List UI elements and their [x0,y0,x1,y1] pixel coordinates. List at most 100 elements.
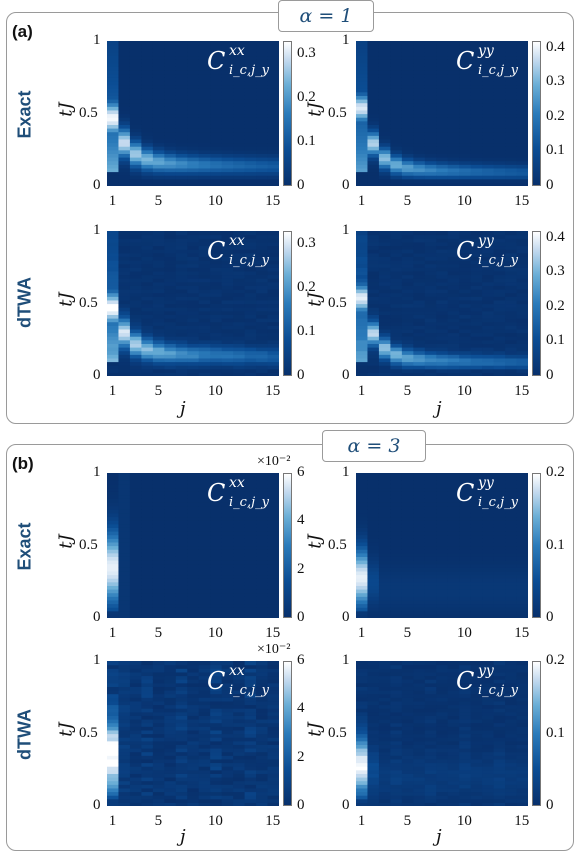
heatmap-cell [470,578,483,583]
heatmap-cell [367,354,380,359]
heatmap-cell [367,131,380,136]
heatmap-cell [516,278,528,283]
heatmap-cell [244,278,257,283]
heatmap-cell [107,473,120,478]
heatmap-cell [175,175,188,180]
heatmap-cell [470,715,483,720]
heatmap-cell [367,153,380,158]
heatmap-cell [493,66,506,71]
x-tick-label: 1 [357,193,366,209]
heatmap-cell [141,321,154,326]
heatmap-cell [413,124,426,129]
heatmap-cell [413,285,426,290]
heatmap-cell [141,596,154,601]
heatmap-cell [493,182,506,186]
heatmap-cell [152,603,165,608]
heatmap-cell [187,260,200,265]
heatmap-cell [267,157,279,162]
heatmap-cell [267,798,279,803]
heatmap-cell [233,751,246,756]
heatmap-cell [470,777,483,782]
heatmap-cell [505,347,518,352]
heatmap-cell [107,307,120,312]
heatmap-cell [390,354,403,359]
heatmap-cell [118,755,131,760]
heatmap-cell [221,109,234,115]
heatmap-cell [233,505,246,510]
heatmap-cell [187,740,200,745]
heatmap-cell [493,664,506,669]
heatmap-cell [470,737,483,742]
heatmap-cell [175,48,188,53]
heatmap-cell [447,88,460,93]
colorbar-tick: 4 [297,512,305,529]
heatmap-cell [424,41,437,46]
heatmap-cell [436,51,449,57]
heatmap-cell [187,354,200,359]
heatmap-cell [256,538,269,543]
heatmap-cell [175,671,188,677]
heatmap-cell [256,574,269,579]
heatmap-cell [164,249,177,254]
heatmap-cell [367,178,380,183]
heatmap-cell [482,102,495,107]
heatmap-cell [356,343,369,348]
heatmap-cell [459,245,472,250]
heatmap-cell [118,285,131,290]
heatmap-cell [187,708,200,713]
heatmap-cell [390,596,403,601]
heatmap-cell [470,95,483,100]
heatmap-cell [175,491,188,496]
heatmap-cell [118,664,131,669]
heatmap-cell [118,117,131,122]
heatmap-cell [516,321,528,326]
heatmap-cell [175,135,188,140]
heatmap-cell [378,766,391,771]
heatmap-cell [482,245,495,250]
heatmap-cell [505,292,518,297]
heatmap-cell [459,318,472,323]
heatmap-cell [378,570,391,576]
heatmap-cell [459,303,472,308]
heatmap-cell [401,332,414,337]
heatmap-cell [447,748,460,753]
heatmap-cell [356,556,369,561]
heatmap-cell [175,372,188,376]
heatmap-cell [267,494,279,499]
heatmap-cell [210,91,223,96]
heatmap-cell [233,91,246,96]
heatmap-cell [210,171,223,176]
heatmap-cell [221,41,234,46]
heatmap-cell [470,798,483,803]
heatmap-cell [516,614,528,618]
heatmap-cell [256,491,269,496]
heatmap-cell [244,516,257,521]
heatmap-cell [505,567,518,572]
heatmap-cell [356,182,369,186]
heatmap-cell [210,249,223,254]
heatmap-cell [459,560,472,565]
x-axis-label: j [180,398,186,419]
heatmap-cell [356,332,369,337]
heatmap-cell [256,726,269,731]
heatmap-cell [198,175,211,180]
heatmap-cell [413,603,426,608]
heatmap-cell [378,238,391,243]
heatmap-cell [221,178,234,183]
heatmap-cell [256,758,269,764]
heatmap-cell [233,365,246,370]
heatmap-cell [505,531,518,536]
heatmap-cell [390,668,403,673]
heatmap-cell [401,574,414,579]
heatmap-cell [482,661,495,666]
heatmap-cell [482,350,495,355]
heatmap-cell [367,726,380,731]
heatmap-cell [129,142,142,147]
heatmap-cell [482,719,495,724]
heatmap-cell [210,289,223,294]
heatmap-cell [470,802,483,806]
heatmap-cell [505,758,518,764]
heatmap-cell [401,545,414,550]
heatmap-cell [459,480,472,485]
heatmap-cell [187,231,200,236]
